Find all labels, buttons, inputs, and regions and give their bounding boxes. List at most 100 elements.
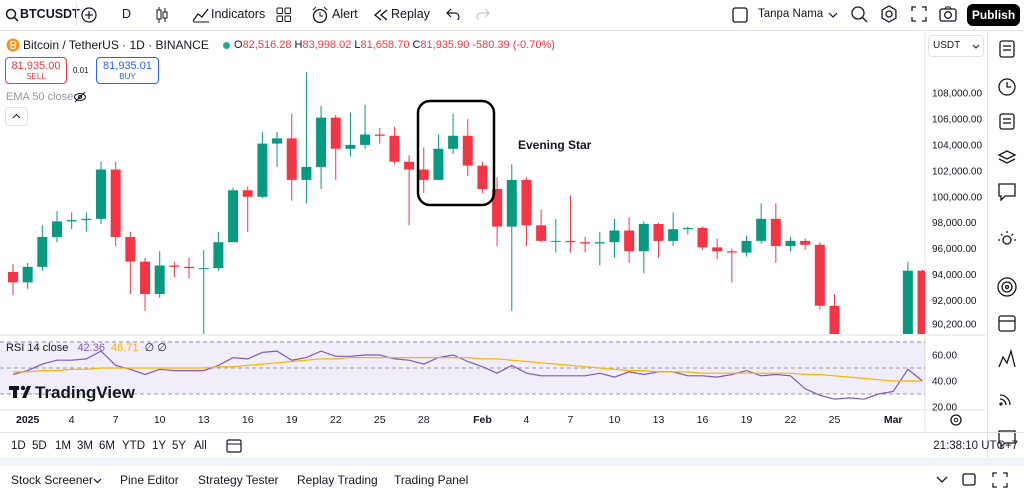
layers-icon[interactable] — [997, 150, 1017, 164]
alert-icon[interactable] — [311, 6, 329, 24]
indicators-icon[interactable] — [192, 6, 210, 23]
timeframe-button[interactable]: 5Y — [172, 440, 187, 452]
layout-checkbox[interactable] — [732, 7, 748, 23]
rsi-ma-value: 46.71 — [111, 342, 139, 354]
x-tick-label: 28 — [418, 414, 430, 426]
stream-icon[interactable] — [999, 394, 1011, 406]
buy-label: BUY — [119, 72, 136, 81]
candle-body — [874, 395, 884, 432]
layouts-icon[interactable] — [276, 7, 292, 23]
target-icon[interactable] — [997, 277, 1017, 297]
bottom-tab[interactable]: Trading Panel — [394, 473, 469, 487]
top-toolbar: BTCUSDT D Indicators Alert Replay Tanpa … — [0, 0, 1024, 31]
buy-price: 81,935.01 — [103, 60, 152, 72]
candle-body — [829, 305, 840, 334]
collapse-button[interactable] — [5, 107, 28, 126]
panel-collapse[interactable] — [936, 476, 948, 484]
calendar-icon[interactable] — [998, 315, 1016, 332]
search-icon[interactable] — [5, 8, 19, 22]
panel-maximize[interactable] — [962, 473, 976, 486]
candle-body — [638, 224, 649, 252]
y-tick-label: 92,000.00 — [932, 296, 977, 307]
layout-name[interactable]: Tanpa Nama — [758, 8, 824, 20]
hidden-icon[interactable] — [73, 91, 87, 103]
candle-body — [521, 179, 532, 226]
replay-icon[interactable] — [373, 9, 389, 21]
sell-label: SELL — [26, 72, 46, 81]
candle-body — [902, 270, 913, 334]
timeframe-button[interactable]: 1D — [11, 440, 26, 452]
ohlc-legend: O82,516.28 H83,998.02 L81,658.70 C81,935.90… — [234, 39, 555, 51]
bottom-tab[interactable]: Strategy Tester — [198, 473, 279, 487]
candle-body — [770, 218, 781, 247]
settings-icon[interactable] — [950, 414, 962, 426]
notes-icon[interactable] — [999, 113, 1015, 130]
publish-button[interactable]: Publish — [967, 4, 1020, 26]
candle-body — [286, 138, 297, 180]
candle-body — [52, 221, 63, 237]
rsi-extra: ∅ ∅ — [144, 342, 167, 354]
clock[interactable]: 21:38:10 UTC+7 — [933, 440, 1018, 452]
timeframe-button[interactable]: All — [194, 440, 207, 452]
sell-price: 81,935.00 — [11, 60, 61, 72]
rsi-line — [13, 357, 923, 382]
bottom-tab[interactable]: Replay Trading — [297, 473, 378, 487]
candle-body — [756, 218, 767, 241]
timeframe-button[interactable]: 5D — [32, 440, 47, 452]
symbol[interactable]: BTCUSDT — [20, 7, 80, 21]
snapshot-icon[interactable] — [939, 6, 957, 22]
layout-caret[interactable] — [828, 12, 838, 19]
rsi-title: RSI 14 close — [6, 342, 69, 354]
candle-body — [360, 134, 371, 145]
sell-button[interactable]: 81,935.00 SELL — [5, 57, 67, 84]
candle-body — [448, 135, 459, 149]
fullscreen-icon[interactable] — [911, 6, 927, 22]
interval[interactable]: D — [122, 7, 132, 21]
candle-body — [154, 265, 165, 295]
chart-type-icon[interactable] — [155, 6, 169, 24]
bottom-tab[interactable]: Pine Editor — [120, 473, 179, 487]
x-tick-label: Mar — [884, 414, 903, 426]
y-tick-label: 60.00 — [932, 350, 957, 361]
x-tick-label: 25 — [829, 414, 841, 426]
help-icon[interactable] — [998, 430, 1016, 449]
bottom-tab[interactable]: Stock Screener — [11, 473, 94, 487]
buy-button[interactable]: 81,935.01 BUY — [96, 57, 159, 84]
bottom-panel: Stock Screener Pine Editor Strategy Tester… — [0, 466, 1024, 494]
screener-caret[interactable] — [93, 478, 102, 484]
timeframe-button[interactable]: 6M — [99, 440, 115, 452]
watchlist-icon[interactable] — [999, 40, 1015, 58]
candle-body — [609, 230, 620, 243]
timeframe-button[interactable]: 1Y — [152, 440, 167, 452]
redo-icon[interactable] — [476, 8, 490, 20]
settings-icon[interactable] — [880, 5, 898, 23]
candle-body — [785, 240, 796, 247]
candle-body — [272, 138, 283, 144]
rsi-value: 42.36 — [77, 342, 105, 354]
undo-icon[interactable] — [446, 8, 460, 20]
candle-body — [140, 261, 151, 295]
timeframe-button[interactable]: YTD — [122, 440, 145, 452]
divider — [76, 4, 77, 26]
chat-icon[interactable] — [998, 183, 1016, 202]
currency-selector[interactable]: USDT — [928, 35, 984, 57]
timeframe-button[interactable]: 3M — [77, 440, 93, 452]
candle-body — [668, 229, 679, 241]
x-tick-label: 2025 — [16, 414, 40, 426]
panel-expand[interactable] — [992, 472, 1008, 488]
ideas-icon[interactable] — [998, 231, 1016, 245]
symbol-logo — [6, 38, 20, 52]
quick-search-icon[interactable] — [850, 5, 868, 23]
replay-button[interactable]: Replay — [391, 7, 430, 21]
alerts-icon[interactable] — [998, 78, 1016, 96]
candle-body — [110, 169, 121, 237]
indicators-button[interactable]: Indicators — [211, 7, 266, 21]
alert-button[interactable]: Alert — [332, 7, 358, 21]
compare-icon[interactable] — [81, 7, 97, 23]
goto-date-icon[interactable] — [226, 438, 242, 453]
y-tick-label: 104,000.00 — [932, 140, 982, 151]
timeframe-button[interactable]: 1M — [55, 440, 71, 452]
stats-icon[interactable] — [998, 348, 1016, 368]
y-tick-label: 102,000.00 — [932, 166, 982, 177]
